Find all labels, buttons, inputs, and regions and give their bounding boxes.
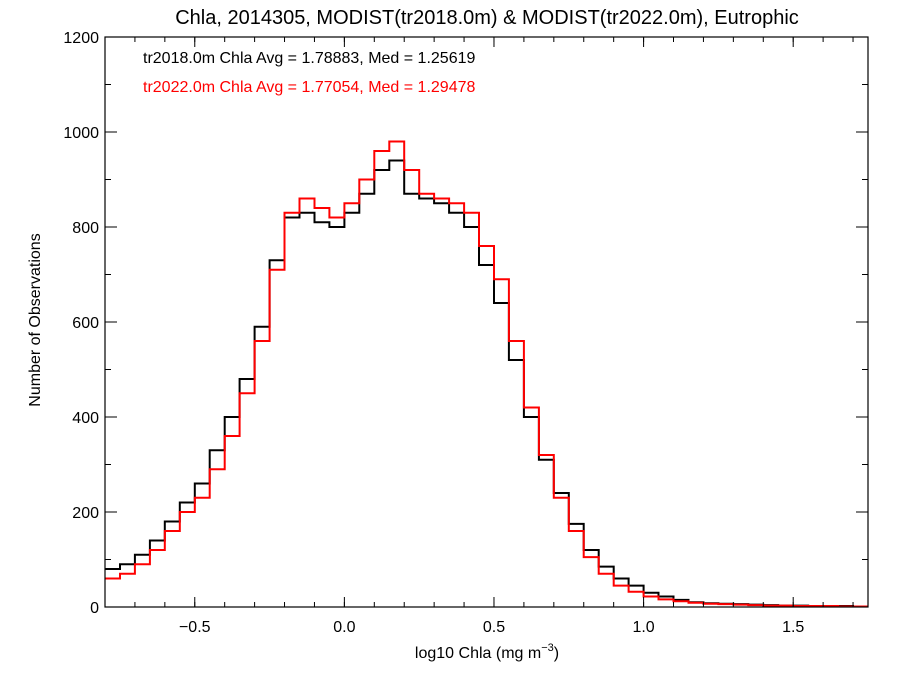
chart-title: Chla, 2014305, MODIST(tr2018.0m) & MODIS… [175, 7, 799, 29]
x-axis-label-main: log10 Chla (mg m [415, 645, 541, 662]
y-tick-label: 600 [72, 315, 99, 332]
series-line-0 [105, 159, 868, 608]
x-axis-ticks: −0.5 0.0 0.5 1.0 1.5 [104, 37, 854, 636]
y-tick-label: 200 [72, 505, 99, 522]
x-axis-label-end: ) [554, 645, 559, 662]
legend-entry-tr2022: tr2022.0m Chla Avg = 1.77054, Med = 1.29… [143, 79, 475, 96]
plot-area [104, 36, 869, 608]
y-tick-label: 0 [90, 600, 99, 617]
x-tick-label: 1.5 [782, 619, 804, 636]
y-tick-label: 800 [72, 220, 99, 237]
y-axis-label: Number of Observations [27, 233, 44, 406]
y-tick-label: 400 [72, 410, 99, 427]
x-tick-label: −0.5 [179, 619, 211, 636]
x-axis-label: log10 Chla (mg m−3) [415, 642, 559, 662]
x-axis-label-superscript: −3 [541, 642, 554, 654]
legend-entry-tr2018: tr2018.0m Chla Avg = 1.78883, Med = 1.25… [143, 50, 475, 67]
y-tick-label: 1000 [63, 125, 99, 142]
y-axis-ticks: 0 200 400 600 800 1000 1200 [63, 30, 868, 617]
y-tick-label: 1200 [63, 30, 99, 47]
legend: tr2018.0m Chla Avg = 1.78883, Med = 1.25… [143, 50, 475, 96]
plot-frame [104, 36, 869, 608]
x-tick-label: 1.0 [632, 619, 654, 636]
x-tick-label: 0.5 [483, 619, 505, 636]
x-tick-label: 0.0 [333, 619, 355, 636]
series-line-1 [105, 140, 868, 608]
